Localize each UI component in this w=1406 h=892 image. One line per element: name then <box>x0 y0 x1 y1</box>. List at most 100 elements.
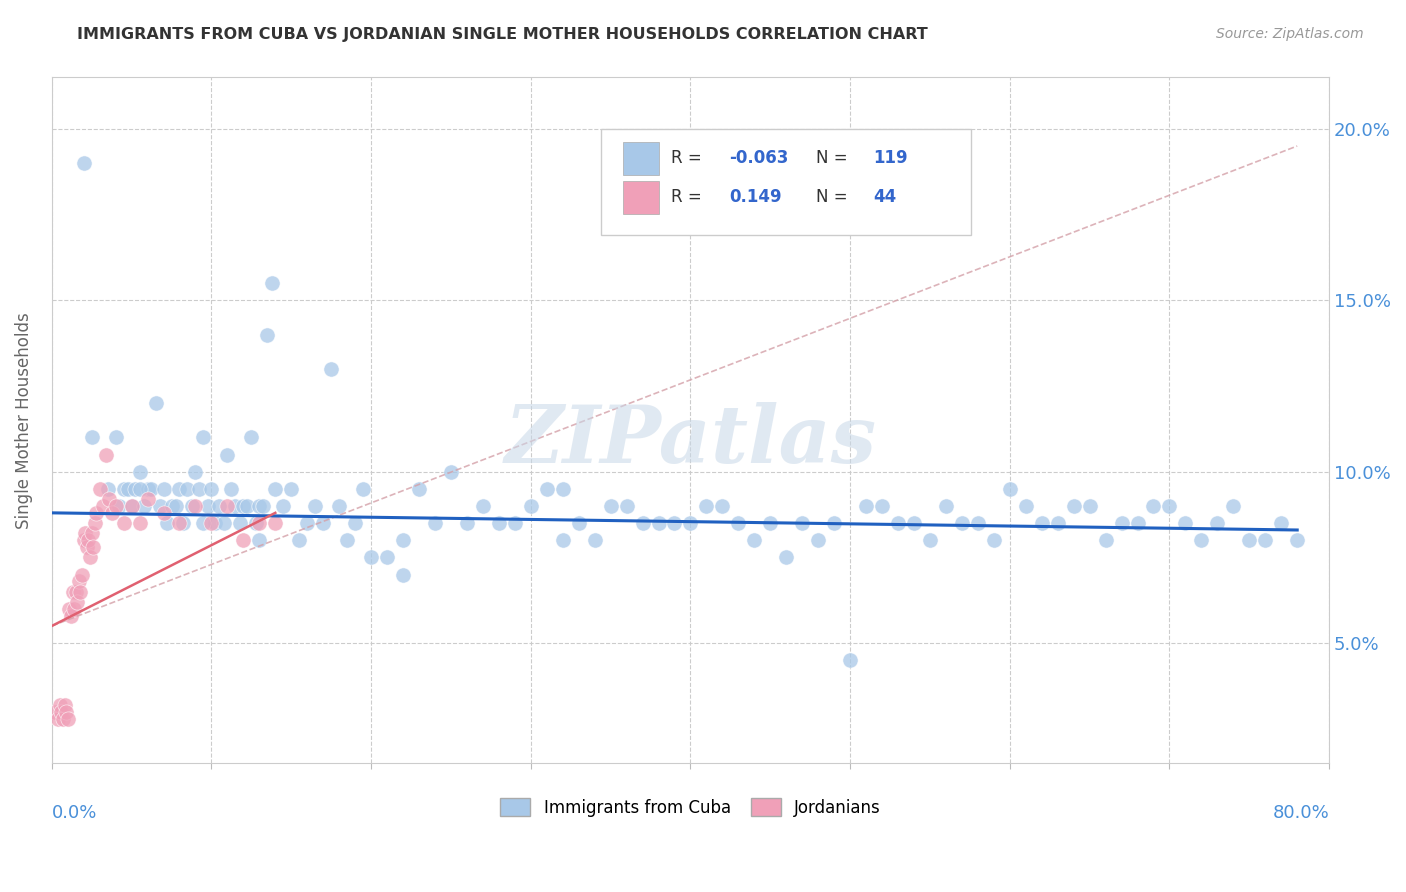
Point <box>1174 516 1197 530</box>
Point <box>212 516 235 530</box>
Point <box>247 516 270 530</box>
Point <box>1142 499 1164 513</box>
Point <box>823 516 845 530</box>
Point <box>117 482 139 496</box>
Text: R =: R = <box>671 149 707 168</box>
Point <box>288 533 311 548</box>
Point <box>599 499 621 513</box>
Point <box>86 506 108 520</box>
Point <box>1126 516 1149 530</box>
Point <box>903 516 925 530</box>
Text: Source: ZipAtlas.com: Source: ZipAtlas.com <box>1216 27 1364 41</box>
Point <box>583 533 606 548</box>
Point <box>79 550 101 565</box>
Point <box>82 540 104 554</box>
Point <box>59 608 82 623</box>
Point <box>112 516 135 530</box>
Point <box>121 499 143 513</box>
Point <box>187 482 209 496</box>
Point <box>184 465 207 479</box>
Point <box>112 482 135 496</box>
Point <box>1046 516 1069 530</box>
Text: 44: 44 <box>873 188 897 206</box>
Point <box>184 499 207 513</box>
Point <box>46 712 69 726</box>
Point <box>1189 533 1212 548</box>
Point <box>271 499 294 513</box>
Point <box>456 516 478 530</box>
Point <box>48 698 70 712</box>
Point <box>344 516 367 530</box>
Point <box>679 516 702 530</box>
Text: R =: R = <box>671 188 713 206</box>
Legend: Immigrants from Cuba, Jordanians: Immigrants from Cuba, Jordanians <box>494 791 887 823</box>
Point <box>52 712 75 726</box>
Point <box>695 499 717 513</box>
Point <box>97 482 120 496</box>
Point <box>176 482 198 496</box>
Point <box>169 482 191 496</box>
Point <box>1031 516 1053 530</box>
Point <box>256 327 278 342</box>
Point <box>235 499 257 513</box>
Point <box>392 567 415 582</box>
Point <box>139 482 162 496</box>
Point <box>520 499 543 513</box>
Point <box>69 584 91 599</box>
Text: 119: 119 <box>873 149 908 168</box>
Point <box>204 516 226 530</box>
FancyBboxPatch shape <box>623 181 658 214</box>
Point <box>44 705 66 719</box>
Point <box>966 516 988 530</box>
Text: ZIPatlas: ZIPatlas <box>505 402 876 480</box>
Point <box>280 482 302 496</box>
Point <box>1206 516 1229 530</box>
Point <box>98 492 121 507</box>
Point <box>193 430 215 444</box>
Point <box>229 516 252 530</box>
Point <box>217 499 239 513</box>
Text: -0.063: -0.063 <box>728 149 789 168</box>
Point <box>616 499 638 513</box>
Point <box>1222 499 1244 513</box>
Point <box>219 482 242 496</box>
Point <box>1239 533 1261 548</box>
Point <box>297 516 319 530</box>
Point <box>136 492 159 507</box>
Point <box>53 698 76 712</box>
Point <box>240 430 263 444</box>
Point <box>80 430 103 444</box>
Point <box>568 516 591 530</box>
Point <box>73 156 96 170</box>
Point <box>304 499 326 513</box>
Point <box>1015 499 1038 513</box>
Point <box>169 516 191 530</box>
Point <box>759 516 782 530</box>
Point <box>711 499 734 513</box>
Point <box>392 533 415 548</box>
Point <box>423 516 446 530</box>
Point <box>998 482 1021 496</box>
Point <box>1270 516 1292 530</box>
Point <box>647 516 669 530</box>
Point <box>727 516 749 530</box>
Text: N =: N = <box>815 149 852 168</box>
Point <box>983 533 1005 548</box>
Point <box>887 516 910 530</box>
Point <box>65 584 87 599</box>
Point <box>1254 533 1277 548</box>
Point <box>631 516 654 530</box>
Point <box>312 516 335 530</box>
Point <box>108 499 131 513</box>
Point <box>76 540 98 554</box>
Point <box>156 516 179 530</box>
Point <box>62 584 84 599</box>
Point <box>775 550 797 565</box>
Point <box>224 499 246 513</box>
Point <box>149 499 172 513</box>
Point <box>264 482 287 496</box>
Point <box>551 533 574 548</box>
Point <box>128 516 150 530</box>
Point <box>165 499 187 513</box>
Text: 80.0%: 80.0% <box>1272 805 1329 822</box>
